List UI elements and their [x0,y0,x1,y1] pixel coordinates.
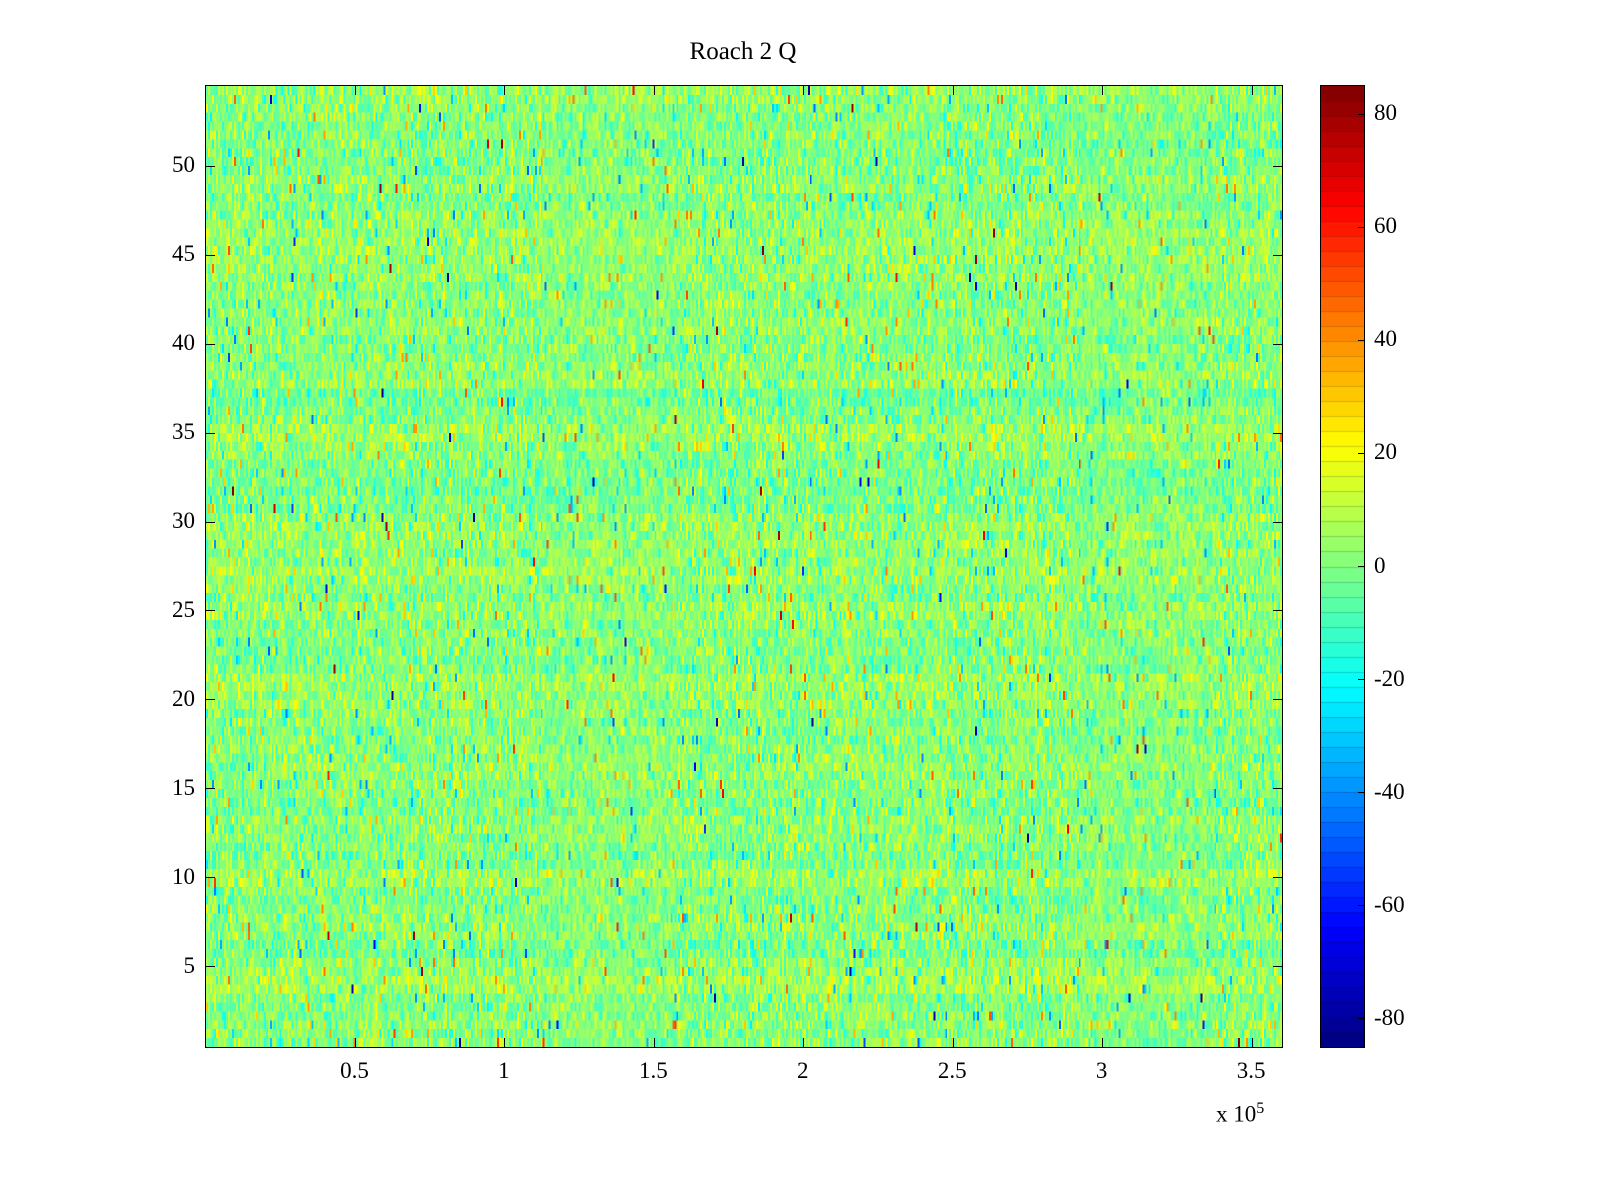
x-tick-mark-bottom [1251,1038,1253,1047]
x-tick-label: 1.5 [638,1058,668,1083]
colorbar-tick-label: -20 [1374,665,1405,691]
y-tick-mark-left [206,788,215,790]
x-tick-mark-top [803,86,805,95]
x-tick-label: 3 [1095,1058,1108,1083]
heatmap-canvas [206,86,1282,1047]
chart-title: Roach 2 Q [689,38,797,65]
x-tick-mark-bottom [653,1038,655,1047]
x-tick-label: 0.5 [340,1058,369,1083]
colorbar-tick-label: 40 [1374,326,1397,352]
y-tick-mark-right [1273,788,1282,790]
y-tick-label: 45 [172,241,195,267]
colorbar-canvas [1321,86,1364,1047]
y-tick-mark-left [206,521,215,523]
y-tick-label: 10 [172,863,195,889]
x-tick-mark-top [1251,86,1253,95]
x-tick-mark-bottom [354,1038,356,1047]
y-tick-label: 50 [172,152,195,178]
y-tick-mark-right [1273,610,1282,612]
colorbar-tick-label: 80 [1374,100,1397,126]
y-tick-mark-right [1273,165,1282,167]
x-tick-mark-bottom [504,1038,506,1047]
colorbar-tick-mark [1358,339,1364,341]
y-tick-mark-right [1273,966,1282,968]
y-tick-mark-left [206,343,215,345]
y-tick-mark-left [206,165,215,167]
colorbar-tick-label: -40 [1374,778,1405,804]
x-tick-mark-bottom [952,1038,954,1047]
colorbar-tick-mark [1358,113,1364,115]
x-tick-mark-top [653,86,655,95]
colorbar-tick-mark [1358,226,1364,228]
y-tick-label: 15 [172,774,195,800]
x-tick-mark-top [504,86,506,95]
y-tick-mark-left [206,610,215,612]
y-tick-mark-right [1273,521,1282,523]
x-tick-label: 3.5 [1236,1058,1266,1083]
colorbar-tick-label: -80 [1374,1004,1405,1030]
x-tick-mark-top [1102,86,1104,95]
y-tick-mark-right [1273,877,1282,879]
y-tick-mark-right [1273,432,1282,434]
x-tick-mark-bottom [803,1038,805,1047]
y-tick-mark-left [206,699,215,701]
colorbar-tick-mark [1358,905,1364,907]
x-tick-label: 2.5 [937,1058,967,1083]
x-exponent-base: x 10 [1216,1101,1257,1127]
y-tick-mark-left [206,432,215,434]
x-exponent-sup: 5 [1256,1100,1265,1117]
plot-area [205,85,1283,1048]
y-tick-mark-right [1273,699,1282,701]
y-tick-label: 30 [172,508,195,533]
x-tick-mark-bottom [1102,1038,1104,1047]
y-tick-label: 25 [172,596,195,622]
y-tick-mark-right [1273,254,1282,256]
colorbar [1320,85,1365,1048]
y-tick-label: 40 [172,330,195,356]
colorbar-tick-mark [1358,452,1364,454]
y-tick-mark-right [1273,343,1282,345]
y-tick-mark-left [206,966,215,968]
y-tick-label: 5 [183,952,196,978]
colorbar-tick-mark [1358,1018,1364,1020]
y-tick-label: 35 [172,419,195,445]
colorbar-tick-label: 0 [1374,552,1386,578]
x-tick-mark-top [354,86,356,95]
colorbar-tick-label: 20 [1374,439,1397,465]
y-tick-mark-left [206,254,215,256]
colorbar-tick-label: 60 [1374,213,1397,239]
x-tick-label: 1 [498,1058,510,1083]
x-tick-mark-top [952,86,954,95]
x-tick-label: 2 [797,1058,809,1083]
y-tick-mark-left [206,877,215,879]
y-tick-label: 20 [172,685,195,711]
colorbar-tick-mark [1358,792,1364,794]
colorbar-tick-mark [1358,566,1364,567]
colorbar-tick-mark [1358,679,1364,681]
colorbar-tick-label: -60 [1374,891,1405,917]
x-axis-exponent-label: x 105 [1216,1100,1264,1128]
